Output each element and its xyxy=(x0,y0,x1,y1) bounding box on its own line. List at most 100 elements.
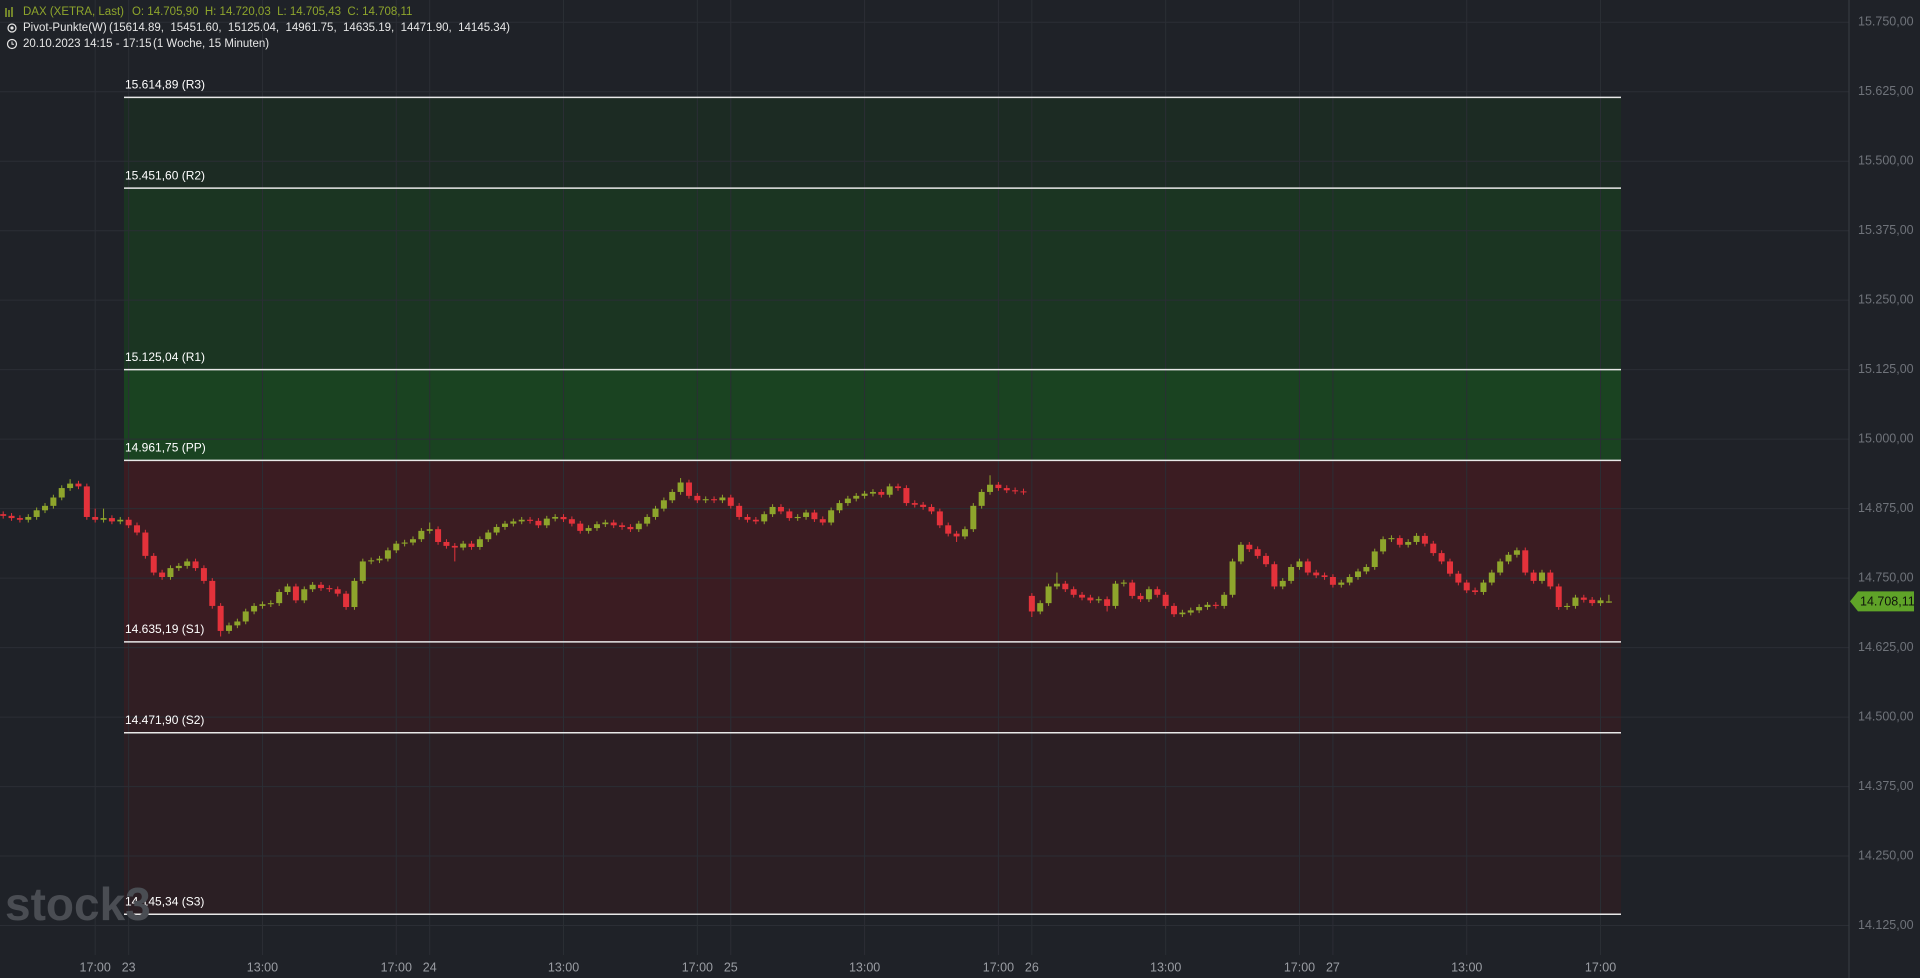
candle-body xyxy=(903,488,910,504)
x-tick-label: 23 xyxy=(122,960,136,974)
candle-body xyxy=(844,498,851,504)
candle-body xyxy=(527,519,534,521)
candle-body xyxy=(167,568,174,578)
candle-body xyxy=(811,512,818,520)
candle-body xyxy=(945,525,952,534)
candle-body xyxy=(1421,535,1428,544)
x-tick-label: 26 xyxy=(1025,960,1039,974)
y-tick-label: 14.750,00 xyxy=(1858,570,1914,584)
candle-body xyxy=(769,506,776,515)
pivot-label: 14.961,75 (PP) xyxy=(125,441,206,455)
candle-body xyxy=(1079,594,1086,598)
candle-body xyxy=(1538,572,1545,581)
candle-body xyxy=(1087,597,1094,601)
candle-body xyxy=(1363,566,1370,572)
candle-body xyxy=(301,589,308,601)
candle-body xyxy=(853,495,860,499)
candle-body xyxy=(468,543,475,547)
candle-body xyxy=(1003,488,1010,491)
candle-body xyxy=(1405,541,1412,545)
candle-body xyxy=(1355,571,1362,578)
candle-body xyxy=(267,603,274,605)
candle-body xyxy=(1346,577,1353,583)
legend: DAX (XETRA, Last) O: 14.705,90 H: 14.720… xyxy=(5,6,510,50)
candle-body xyxy=(644,516,651,524)
candle-body xyxy=(744,516,751,520)
candle-body xyxy=(368,560,375,562)
x-tick-label: 13:00 xyxy=(247,960,278,974)
candle-body xyxy=(485,532,492,540)
candle-body xyxy=(1572,597,1579,606)
candle-body xyxy=(1480,582,1487,593)
candle-body xyxy=(861,493,868,496)
y-tick-label: 15.250,00 xyxy=(1858,292,1914,306)
candle-body xyxy=(585,528,592,531)
x-tick-label: 17:00 xyxy=(381,960,412,974)
candle-body xyxy=(1605,601,1612,603)
last-price-badge xyxy=(1850,591,1914,612)
last-price-label: 14.708,11 xyxy=(1860,595,1915,609)
candle-body xyxy=(1438,553,1445,562)
candle-body xyxy=(1037,603,1044,612)
period-note: (1 Woche, 15 Minuten) xyxy=(153,38,269,50)
candle-body xyxy=(251,605,258,612)
candle-body xyxy=(1380,539,1387,552)
candle-body xyxy=(234,621,241,626)
symbol-name: DAX (XETRA, Last) xyxy=(23,6,124,18)
candle-body xyxy=(1488,572,1495,583)
candle-body xyxy=(936,511,943,526)
candle-body xyxy=(535,520,542,526)
candle-body xyxy=(1020,491,1027,493)
candle-body xyxy=(1505,554,1512,562)
pivot-label: 15.451,60 (R2) xyxy=(125,168,205,182)
candle-body xyxy=(1288,566,1295,581)
candles xyxy=(0,475,1612,637)
y-tick-label: 14.375,00 xyxy=(1858,779,1914,793)
candle-body xyxy=(1463,582,1470,591)
x-tick-label: 27 xyxy=(1326,960,1340,974)
x-tick-label: 24 xyxy=(423,960,437,974)
candle-body xyxy=(1555,586,1562,608)
candle-body xyxy=(1580,597,1587,600)
candle-body xyxy=(1388,538,1395,540)
candle-body xyxy=(292,586,299,601)
candle-body xyxy=(75,483,82,487)
candle-body xyxy=(1187,610,1194,613)
candle-body xyxy=(577,523,584,531)
candle-body xyxy=(426,529,433,531)
pivot-label: 15.125,04 (R1) xyxy=(125,350,205,364)
candle-body xyxy=(1430,543,1437,554)
watermark: stock3 xyxy=(5,878,151,930)
candle-body xyxy=(309,584,316,590)
candle-body xyxy=(1304,561,1311,573)
pivot-zone xyxy=(124,97,1621,189)
candle-body xyxy=(1296,561,1303,567)
symbol-icon xyxy=(5,7,13,17)
candle-body xyxy=(1145,589,1152,600)
y-tick-label: 15.750,00 xyxy=(1858,15,1914,29)
candle-body xyxy=(209,580,216,606)
pivot-zone xyxy=(124,641,1621,733)
pivot-zones xyxy=(124,97,1621,915)
candle-body xyxy=(1012,490,1019,492)
candle-body xyxy=(1179,612,1186,615)
candle-body xyxy=(134,525,141,533)
candle-body xyxy=(393,543,400,551)
candle-body xyxy=(67,483,74,489)
candle-body xyxy=(334,589,341,594)
candle-body xyxy=(226,625,233,631)
candle-body xyxy=(652,508,659,517)
candle-body xyxy=(443,541,450,546)
x-tick-label: 13:00 xyxy=(1451,960,1482,974)
candle-body xyxy=(175,565,182,569)
candle-body xyxy=(552,516,559,519)
candle-body xyxy=(259,604,266,606)
candle-body xyxy=(568,519,575,524)
candle-body xyxy=(895,486,902,489)
candle-body xyxy=(602,522,609,525)
candle-body xyxy=(978,491,985,506)
time-icon xyxy=(6,38,18,50)
indicator-name: Pivot-Punkte(W) xyxy=(23,22,107,34)
x-tick-label: 17:00 xyxy=(1284,960,1315,974)
